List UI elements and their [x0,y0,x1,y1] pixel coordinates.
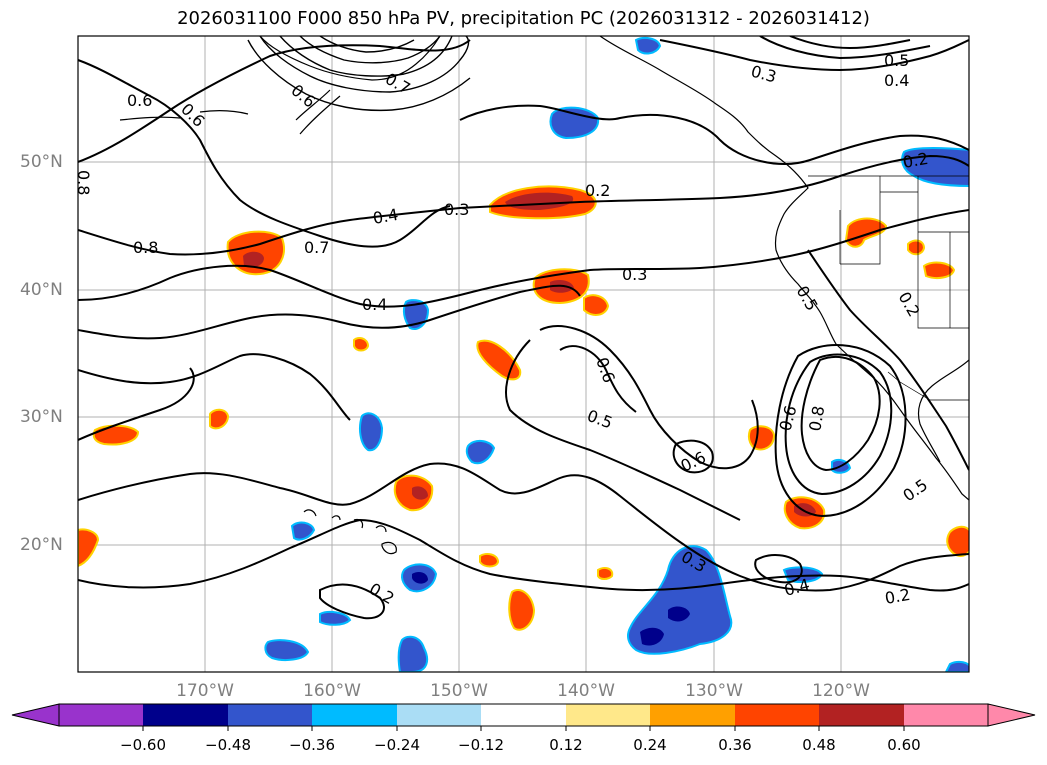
contour-label: 0.2 [883,585,911,608]
latitude-label: 40°N [20,280,63,300]
contour-label: 0.4 [371,205,399,228]
colorbar-tick-label: 0.60 [887,736,921,754]
colorbar-tick-label: 0.48 [802,736,836,754]
colorbar-swatch [397,704,482,726]
colorbar-swatch [481,704,566,726]
colorbar-tick-label: −0.60 [120,736,166,754]
longitude-label: 150°W [430,681,488,701]
contour-label: 0.2 [585,181,610,200]
contour-label: 0.2 [901,149,929,172]
contour-label: 0.3 [622,265,647,284]
latitude-label: 20°N [20,535,63,555]
map-area[interactable]: 0.6 0.6 0.7 0.6 0.5 0.4 0.3 0.8 0.8 0.7 … [74,36,972,672]
longitude-label: 170°W [176,681,234,701]
colorbar-tick-label: −0.24 [374,736,420,754]
colorbar-swatch [143,704,228,726]
longitude-label: 140°W [557,681,615,701]
map-frame [77,35,970,673]
contour-label: 0.4 [884,71,909,90]
colorbar-swatch [59,704,144,726]
colorbar-swatch [228,704,313,726]
longitude-label: 130°W [685,681,743,701]
latitude-label: 30°N [20,407,63,427]
colorbar-tick-label: −0.12 [458,736,504,754]
longitude-label: 160°W [303,681,361,701]
map-title: 2026031100 F000 850 hPa PV, precipitatio… [177,8,870,29]
negative-precip-areas [264,37,969,672]
colorbar-tick-label: 0.36 [718,736,752,754]
colorbar-swatch [819,704,904,726]
latitude-label: 50°N [20,152,63,172]
contour-label: 0.5 [884,51,909,70]
coastlines [119,36,969,555]
colorbar-tick-label: −0.48 [205,736,251,754]
colorbar-swatch [904,704,989,726]
colorbar-extend-high [987,703,1036,727]
contour-label: 0.6 [127,91,152,110]
pv-contours-thin [247,36,471,112]
colorbar-swatch [312,704,397,726]
contour-label: 0.7 [304,238,329,257]
contour-label: 0.3 [444,200,469,219]
contour-label: 0.8 [74,170,93,195]
contour-label: 0.4 [362,295,387,314]
colorbar-tick-label: 0.24 [633,736,667,754]
colorbar-swatch [735,704,820,726]
contour-label: 0.8 [805,404,828,432]
state-boundaries [808,175,969,401]
pv-contours [78,36,969,620]
longitude-label: 120°W [812,681,870,701]
contour-label: 0.8 [133,238,158,257]
colorbar [11,703,1036,731]
colorbar-extend-low [11,703,60,727]
colorbar-tick-label: −0.36 [289,736,335,754]
colorbar-swatch [566,704,651,726]
colorbar-tick-label: 0.12 [549,736,583,754]
colorbar-swatch [650,704,735,726]
